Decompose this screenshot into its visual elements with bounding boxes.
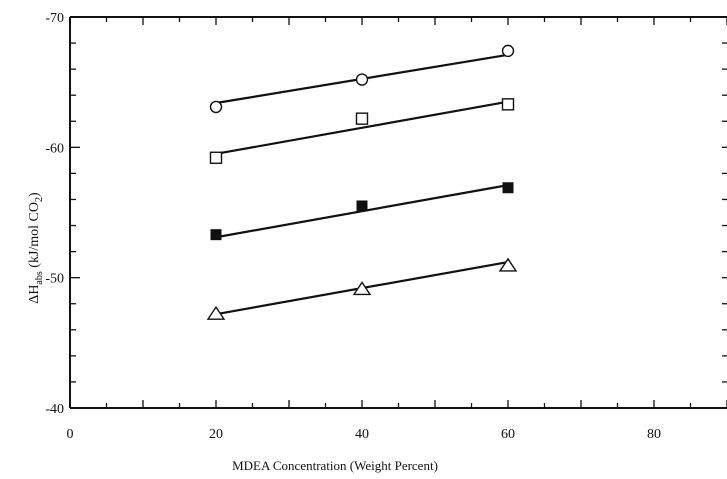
y-tick-label: -70 [45,11,64,26]
x-tick-label: 20 [209,427,223,442]
fit-line-2 [215,100,509,155]
data-point-square-filled [210,229,222,241]
data-point-triangle-open [498,257,518,272]
y-axis-title-close: ) [27,192,42,197]
plot-frame [69,16,727,409]
axis-ticks [69,16,727,409]
x-axis-title: MDEA Concentration (Weight Percent) [232,458,438,473]
data-point-square-open [209,151,223,164]
data-points [206,44,518,320]
fit-lines [215,53,509,316]
data-point-triangle-open [206,305,226,320]
data-point-square-open [355,112,369,125]
y-axis-title-subscript-abs: abs [34,271,45,284]
y-axis-title-subscript-2: 2 [34,197,45,202]
data-point-circle-open [501,44,515,58]
y-axis-title-units: (kJ/mol CO [27,202,42,271]
y-axis-title: ΔHabs (kJ/mol CO2) [27,192,45,304]
y-tick-label: -40 [45,402,64,417]
tick-labels: 0 20 40 60 80 -70 -60 -50 -40 [45,11,661,442]
data-point-triangle-open [352,281,372,296]
data-point-square-filled [356,200,368,212]
y-tick-label: -60 [45,141,64,156]
x-tick-label: 80 [647,427,661,442]
x-tick-label: 60 [501,427,515,442]
data-point-circle-open [355,73,369,86]
y-axis-title-delta-h: ΔH [27,285,42,304]
data-point-square-open [501,98,515,111]
x-tick-label: 0 [67,427,74,442]
data-point-circle-open [209,100,223,114]
y-tick-label: -50 [45,272,64,287]
data-point-square-filled [502,182,514,194]
x-tick-label: 40 [355,427,369,442]
